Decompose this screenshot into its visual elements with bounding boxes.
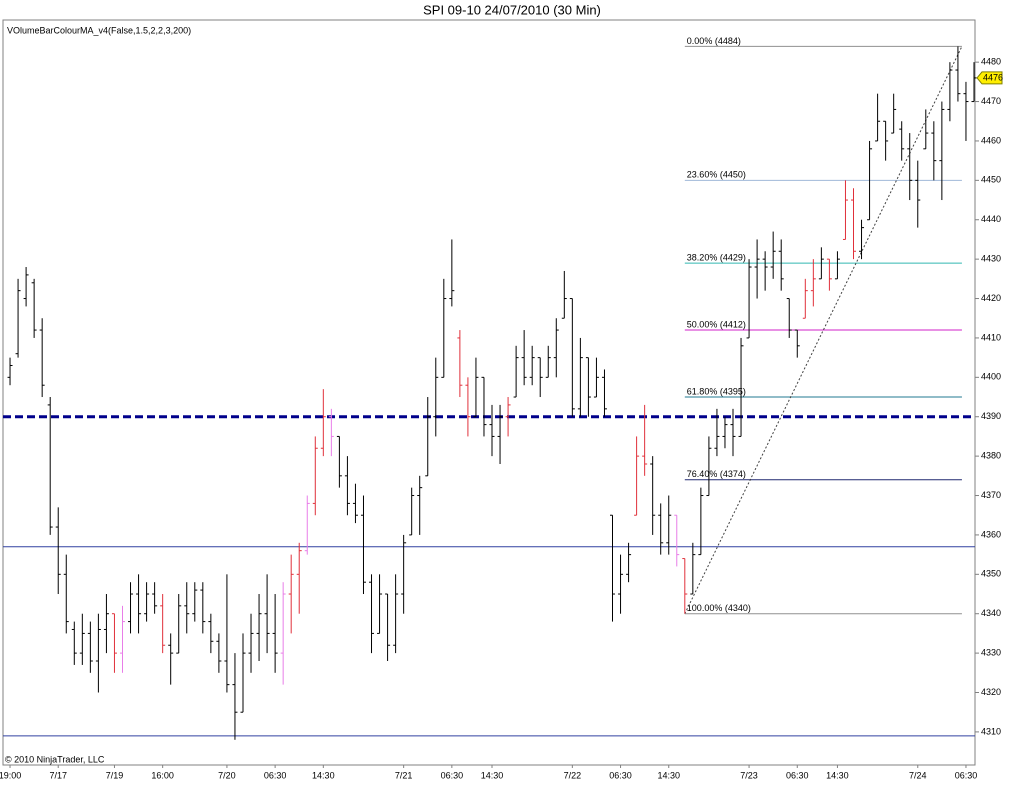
x-tick-label: 19:00 <box>0 770 21 780</box>
x-tick-label: 06:30 <box>786 770 809 780</box>
indicator-label: VOlumeBarColourMA_v4(False,1.5,2,2,3,200… <box>7 25 191 35</box>
fib-label: 23.60% (4450) <box>687 170 746 180</box>
y-tick-label: 4470 <box>981 96 1001 106</box>
x-tick-label: 7/17 <box>49 770 67 780</box>
x-tick-label: 7/22 <box>564 770 582 780</box>
y-tick-label: 4370 <box>981 490 1001 500</box>
y-tick-label: 4400 <box>981 372 1001 382</box>
y-tick-label: 4480 <box>981 57 1001 67</box>
y-tick-label: 4450 <box>981 175 1001 185</box>
x-tick-label: 16:00 <box>151 770 174 780</box>
x-tick-label: 7/23 <box>740 770 758 780</box>
y-tick-label: 4460 <box>981 135 1001 145</box>
fib-label: 76.40% (4374) <box>687 469 746 479</box>
y-tick-label: 4340 <box>981 608 1001 618</box>
fib-label: 50.00% (4412) <box>687 319 746 329</box>
x-tick-label: 06:30 <box>955 770 978 780</box>
y-tick-label: 4320 <box>981 687 1001 697</box>
y-tick-label: 4440 <box>981 214 1001 224</box>
y-tick-label: 4310 <box>981 726 1001 736</box>
chart-title: SPI 09-10 24/07/2010 (30 Min) <box>423 2 601 17</box>
x-tick-label: 14:30 <box>826 770 849 780</box>
x-tick-label: 14:30 <box>481 770 504 780</box>
fib-label: 61.80% (4395) <box>687 386 746 396</box>
y-tick-label: 4410 <box>981 332 1001 342</box>
y-tick-label: 4330 <box>981 647 1001 657</box>
y-tick-label: 4350 <box>981 569 1001 579</box>
x-tick-label: 14:30 <box>657 770 680 780</box>
x-tick-label: 06:30 <box>609 770 632 780</box>
copyright: © 2010 NinjaTrader, LLC <box>5 754 105 764</box>
y-tick-label: 4430 <box>981 254 1001 264</box>
fib-label: 100.00% (4340) <box>687 603 751 613</box>
fib-trendline <box>684 46 963 614</box>
x-tick-label: 06:30 <box>441 770 464 780</box>
plot-frame <box>2 19 976 766</box>
y-tick-label: 4360 <box>981 529 1001 539</box>
y-tick-label: 4380 <box>981 451 1001 461</box>
last-price-label: 4476 <box>983 72 1003 82</box>
y-tick-label: 4390 <box>981 411 1001 421</box>
x-tick-label: 7/20 <box>218 770 236 780</box>
last-price-marker <box>976 71 1003 85</box>
y-tick-label: 4420 <box>981 293 1001 303</box>
x-tick-label: 7/19 <box>106 770 124 780</box>
x-tick-label: 14:30 <box>312 770 335 780</box>
x-tick-label: 7/24 <box>909 770 927 780</box>
x-tick-label: 06:30 <box>264 770 287 780</box>
x-tick-label: 7/21 <box>395 770 413 780</box>
fib-label: 0.00% (4484) <box>687 36 741 46</box>
fib-label: 38.20% (4429) <box>687 252 746 262</box>
